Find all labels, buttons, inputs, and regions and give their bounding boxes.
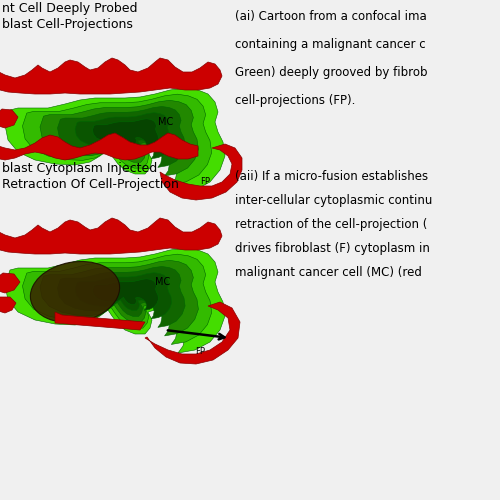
Text: Green) deeply grooved by fibrob: Green) deeply grooved by fibrob bbox=[235, 66, 428, 79]
Text: FP: FP bbox=[195, 348, 205, 356]
Text: cell-projections (FP).: cell-projections (FP). bbox=[235, 94, 356, 107]
Text: retraction of the cell-projection (: retraction of the cell-projection ( bbox=[235, 218, 428, 231]
Polygon shape bbox=[0, 133, 198, 160]
Text: FP: FP bbox=[200, 178, 210, 186]
Polygon shape bbox=[0, 58, 222, 94]
Polygon shape bbox=[160, 144, 242, 200]
Polygon shape bbox=[5, 88, 225, 193]
Polygon shape bbox=[0, 297, 16, 313]
Ellipse shape bbox=[30, 262, 120, 322]
Polygon shape bbox=[0, 273, 20, 293]
Text: nt Cell Deeply Probed
blast Cell-Projections: nt Cell Deeply Probed blast Cell-Project… bbox=[2, 2, 138, 31]
Polygon shape bbox=[145, 302, 240, 364]
Polygon shape bbox=[58, 266, 185, 328]
Polygon shape bbox=[75, 112, 172, 159]
Polygon shape bbox=[92, 119, 158, 150]
Text: MC: MC bbox=[155, 277, 170, 287]
Polygon shape bbox=[92, 279, 158, 310]
Text: blast Cytoplasm Injected
Retraction Of Cell-Projection: blast Cytoplasm Injected Retraction Of C… bbox=[2, 162, 179, 191]
Polygon shape bbox=[5, 248, 225, 353]
Polygon shape bbox=[0, 218, 222, 254]
Text: MC: MC bbox=[158, 117, 174, 127]
Polygon shape bbox=[22, 94, 212, 184]
Text: (aii) If a micro-fusion establishes: (aii) If a micro-fusion establishes bbox=[235, 170, 428, 183]
Polygon shape bbox=[58, 106, 185, 168]
Text: (ai) Cartoon from a confocal ima: (ai) Cartoon from a confocal ima bbox=[235, 10, 427, 23]
Polygon shape bbox=[0, 109, 18, 128]
Text: inter-cellular cytoplasmic continu: inter-cellular cytoplasmic continu bbox=[235, 194, 432, 207]
Polygon shape bbox=[75, 272, 172, 319]
Text: malignant cancer cell (MC) (red: malignant cancer cell (MC) (red bbox=[235, 266, 422, 279]
Polygon shape bbox=[40, 100, 198, 176]
Text: drives fibroblast (F) cytoplasm in: drives fibroblast (F) cytoplasm in bbox=[235, 242, 430, 255]
Polygon shape bbox=[55, 312, 145, 330]
Polygon shape bbox=[40, 260, 198, 336]
Text: containing a malignant cancer c: containing a malignant cancer c bbox=[235, 38, 426, 51]
Polygon shape bbox=[22, 254, 212, 344]
